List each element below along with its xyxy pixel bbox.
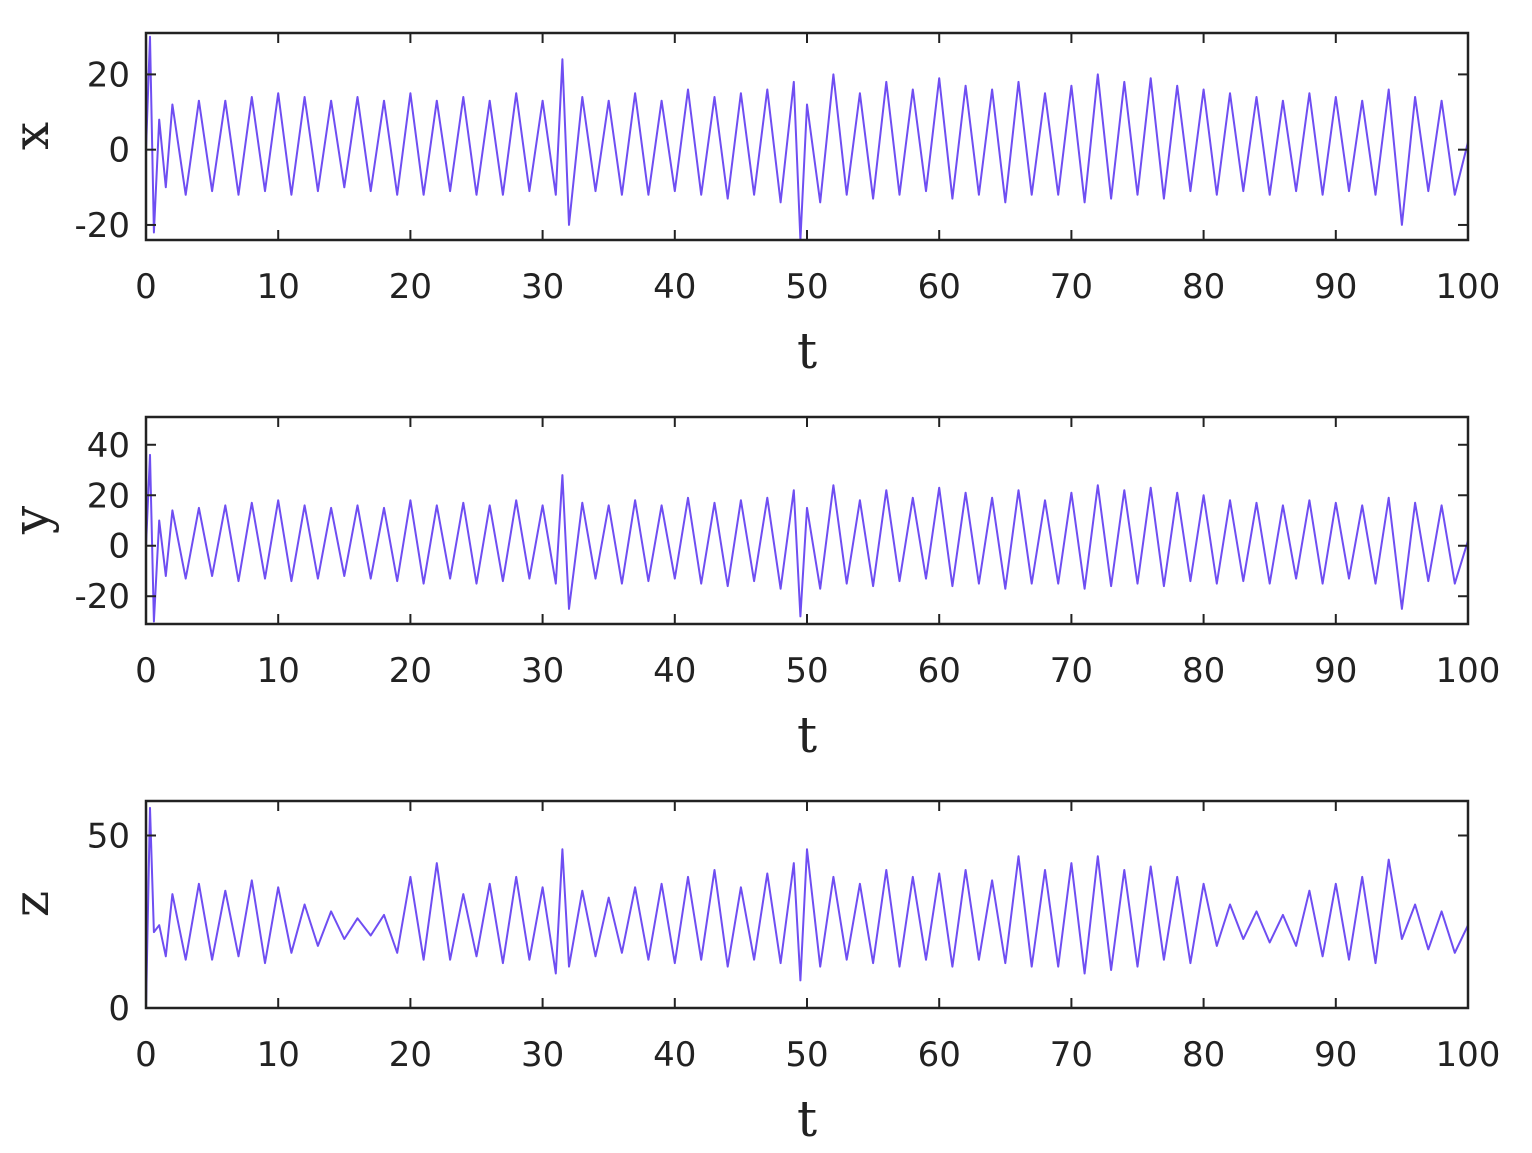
series-line-0: [145, 806, 1469, 1009]
x-axis-label: t: [797, 1090, 817, 1148]
plot-frame: [144, 799, 1470, 1010]
x-tick-label: 50: [785, 651, 828, 691]
panel-z: t z 0 10 20 30 40 50 60 70 80 90 100 0 50: [2, 799, 1501, 1148]
x-tick-label: 80: [1182, 651, 1225, 691]
x-tick-label: 100: [1436, 1035, 1501, 1075]
y-axis-label: y: [2, 505, 60, 535]
x-tick-label: 10: [257, 1035, 300, 1075]
y-tick-label: 40: [87, 426, 130, 466]
x-tick-label: 100: [1436, 651, 1501, 691]
y-axis-label: x: [2, 122, 60, 150]
x-tick-label: 40: [653, 1035, 696, 1075]
x-tick-label: 90: [1314, 1035, 1357, 1075]
x-tick-label: 60: [918, 1035, 961, 1075]
x-tick-label: 0: [135, 651, 157, 691]
x-tick-label: 30: [521, 267, 564, 307]
x-tick-label: 70: [1050, 651, 1093, 691]
x-axis-label: t: [797, 322, 817, 380]
x-tick-label: 40: [653, 651, 696, 691]
y-axis-label: z: [2, 891, 60, 917]
y-tick-label: -20: [74, 206, 130, 246]
x-tick-label: 100: [1436, 267, 1501, 307]
series-line-0: [145, 453, 1469, 623]
x-tick-label: 10: [257, 651, 300, 691]
x-tick-label: 80: [1182, 267, 1225, 307]
x-tick-label: 0: [135, 267, 157, 307]
plot-frame: [144, 31, 1470, 242]
x-tick-label: 50: [785, 1035, 828, 1075]
x-tick-label: 30: [521, 1035, 564, 1075]
x-tick-label: 50: [785, 267, 828, 307]
x-tick-label: 40: [653, 267, 696, 307]
y-tick-label: 0: [108, 527, 130, 567]
x-tick-label: 70: [1050, 1035, 1093, 1075]
y-tick-label: 20: [87, 55, 130, 95]
x-tick-label: 60: [918, 267, 961, 307]
x-tick-label: 0: [135, 1035, 157, 1075]
x-tick-label: 20: [389, 1035, 432, 1075]
x-tick-label: 60: [918, 651, 961, 691]
y-tick-label: 0: [108, 989, 130, 1029]
x-tick-label: 10: [257, 267, 300, 307]
y-tick-label: 50: [87, 817, 130, 857]
x-tick-label: 70: [1050, 267, 1093, 307]
x-tick-label: 90: [1314, 651, 1357, 691]
x-tick-label: 80: [1182, 1035, 1225, 1075]
y-tick-label: 0: [108, 131, 130, 171]
x-axis-label: t: [797, 706, 817, 764]
x-tick-label: 90: [1314, 267, 1357, 307]
y-tick-label: 20: [87, 476, 130, 516]
x-tick-label: 20: [389, 267, 432, 307]
x-tick-label: 20: [389, 651, 432, 691]
x-tick-label: 30: [521, 651, 564, 691]
y-tick-label: -20: [74, 577, 130, 617]
series-line-0: [145, 35, 1469, 241]
